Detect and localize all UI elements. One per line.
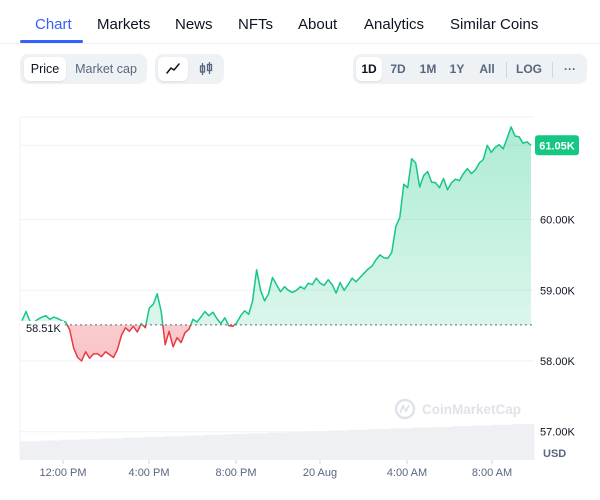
volume-bar	[246, 433, 268, 460]
x-tick-label: 4:00 PM	[129, 467, 170, 479]
price-lines	[21, 126, 532, 362]
volume-bar	[307, 431, 329, 460]
current-price-tag-bg	[535, 135, 579, 156]
x-tick-label: 8:00 AM	[472, 467, 512, 479]
coinmarketcap-logo-icon	[394, 398, 416, 420]
toggle-divider	[552, 62, 553, 78]
volume-bar	[410, 427, 432, 460]
candlestick-icon	[199, 62, 213, 75]
volume-bar	[369, 429, 391, 460]
volume-bar	[163, 436, 185, 460]
coinmarketcap-watermark: CoinMarketCap	[394, 398, 521, 420]
volume-bar	[287, 431, 309, 460]
chart-tabs: Chart Markets News NFTs About Analytics …	[0, 0, 600, 44]
price-marketcap-toggle: Price Market cap	[20, 54, 147, 84]
volume-bar	[266, 432, 288, 460]
volume-bars	[20, 424, 535, 460]
range-1m-button[interactable]: 1M	[419, 62, 437, 76]
price-area-down	[67, 324, 235, 361]
x-tick-label: 20 Aug	[303, 467, 337, 479]
volume-bar	[61, 439, 83, 460]
candlestick-button[interactable]	[191, 57, 221, 81]
volume-bar	[184, 435, 206, 460]
y-tick-label: 59.00K	[540, 285, 576, 297]
y-tick-label: 58.00K	[540, 356, 576, 368]
reference-label-text: 58.51K	[26, 323, 62, 335]
volume-bar	[81, 439, 103, 460]
tab-analytics[interactable]: Analytics	[364, 16, 425, 33]
volume-bar	[492, 424, 514, 460]
x-tick-label: 4:00 AM	[387, 467, 427, 479]
current-price-tag: 61.05K	[535, 135, 579, 156]
tab-similar-coins[interactable]: Similar Coins	[450, 16, 539, 33]
line-chart-icon	[166, 63, 180, 74]
x-tick-label: 12:00 PM	[39, 467, 86, 479]
price-areas	[22, 126, 531, 361]
volume-bar	[348, 429, 371, 460]
y-tick-label: 60.00K	[540, 215, 576, 227]
volume-bar	[328, 430, 350, 460]
x-tick-label: 8:00 PM	[216, 467, 257, 479]
tab-nfts[interactable]: NFTs	[238, 16, 273, 33]
chart-type-toggle	[155, 54, 224, 84]
line-chart-button[interactable]	[158, 57, 188, 81]
price-button[interactable]: Price	[24, 57, 66, 81]
volume-bar	[102, 438, 124, 460]
volume-bar	[40, 440, 62, 460]
range-1d-button[interactable]: 1D	[356, 57, 382, 81]
range-all-button[interactable]: All	[479, 62, 495, 76]
current-price-label: 61.05K	[539, 140, 575, 152]
market-cap-button[interactable]: Market cap	[75, 62, 137, 76]
log-scale-button[interactable]: LOG	[516, 62, 542, 76]
volume-bar	[513, 424, 535, 460]
volume-bar	[20, 441, 42, 460]
coinmarketcap-logo-mark	[399, 404, 410, 414]
more-options-button[interactable]: ···	[564, 62, 576, 76]
x-axis-ticks: 12:00 PM 4:00 PM 8:00 PM 20 Aug 4:00 AM 8:00 …	[39, 460, 512, 479]
y-axis-unit: USD	[543, 448, 566, 460]
reference-label-bg	[20, 320, 64, 337]
price-area-up	[22, 126, 531, 325]
volume-bar	[431, 426, 453, 460]
y-axis-ticks: 60.00K 59.00K 58.00K 57.00K	[540, 215, 576, 439]
tab-about[interactable]: About	[298, 16, 338, 33]
volume-bar	[143, 436, 165, 460]
tab-chart[interactable]: Chart	[35, 16, 72, 33]
watermark-text: CoinMarketCap	[422, 402, 521, 417]
time-range-toggle: 1D 7D 1M 1Y All LOG ···	[353, 54, 587, 84]
y-tick-label: 57.00K	[540, 427, 576, 439]
reference-price-label: 58.51K	[20, 320, 64, 337]
tab-news[interactable]: News	[175, 16, 213, 33]
toggle-divider	[506, 62, 507, 78]
volume-bar	[122, 437, 144, 460]
price-line-down	[66, 324, 236, 362]
volume-bar	[225, 434, 247, 460]
range-1y-button[interactable]: 1Y	[449, 62, 465, 76]
active-tab-indicator	[20, 40, 83, 43]
price-line-up	[21, 126, 532, 325]
volume-bar	[205, 434, 227, 460]
volume-bar	[451, 426, 473, 460]
tab-markets[interactable]: Markets	[97, 16, 151, 33]
volume-bar	[472, 425, 494, 460]
range-7d-button[interactable]: 7D	[390, 62, 406, 76]
volume-bar	[390, 428, 412, 460]
